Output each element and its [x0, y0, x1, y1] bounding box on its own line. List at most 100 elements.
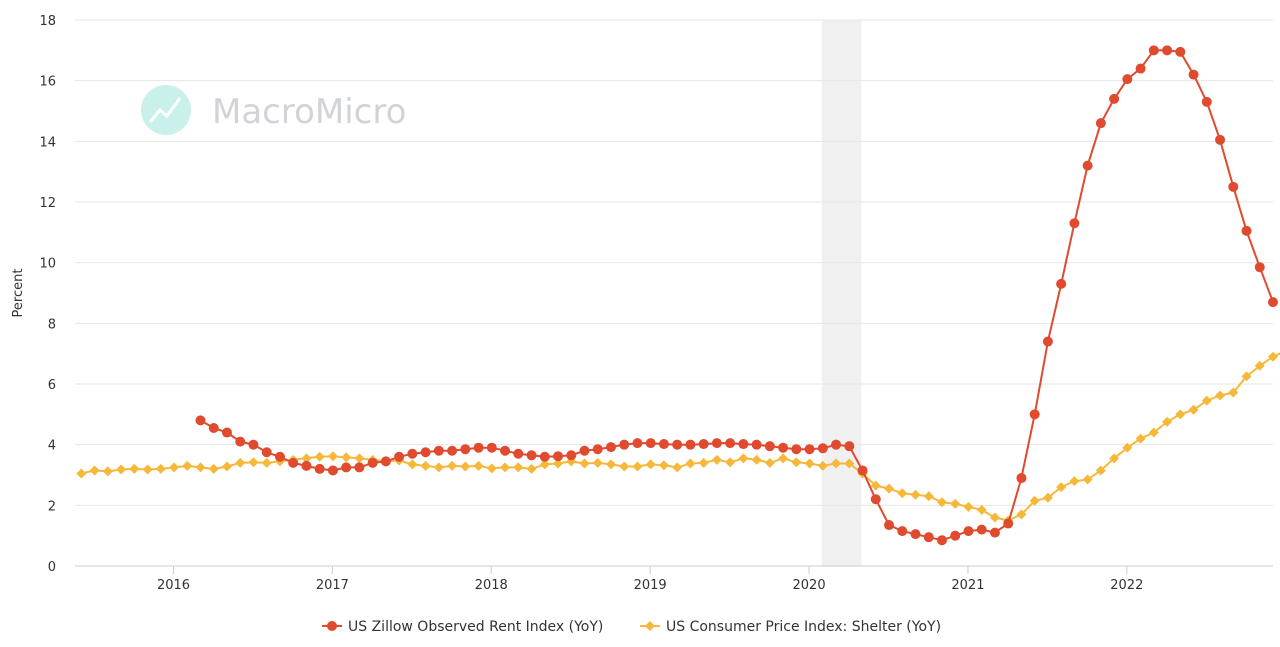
data-point	[1175, 46, 1186, 57]
data-point	[897, 526, 908, 537]
data-point	[314, 451, 325, 462]
y-tick-label: 2	[48, 499, 56, 514]
gridlines	[75, 19, 1273, 506]
data-point	[1082, 160, 1093, 171]
y-tick-label: 14	[39, 135, 56, 150]
data-point	[208, 463, 219, 474]
data-point	[950, 530, 961, 541]
data-point	[831, 458, 842, 469]
data-point	[433, 462, 444, 473]
data-point	[817, 460, 828, 471]
data-point	[711, 454, 722, 465]
data-point	[1042, 336, 1053, 347]
data-point	[831, 439, 842, 450]
data-point	[1042, 492, 1053, 503]
data-point	[751, 454, 762, 465]
data-point	[407, 448, 418, 459]
data-point	[553, 451, 564, 462]
data-point	[341, 452, 352, 463]
data-point	[1268, 351, 1278, 362]
data-point	[433, 445, 444, 456]
data-point	[976, 504, 987, 515]
data-point	[420, 447, 431, 458]
data-point	[884, 483, 895, 494]
watermark-logo-icon	[141, 85, 191, 135]
data-point	[963, 501, 974, 512]
data-point	[341, 462, 352, 473]
data-point	[1254, 360, 1265, 371]
data-point	[420, 460, 431, 471]
data-point	[486, 463, 497, 474]
x-tick-label: 2021	[951, 578, 984, 593]
data-point	[116, 464, 127, 475]
data-point	[513, 448, 524, 459]
data-point	[672, 439, 683, 450]
data-point	[327, 451, 338, 462]
data-point	[1109, 93, 1120, 104]
data-point	[261, 457, 272, 468]
data-point	[539, 451, 550, 462]
data-point	[235, 436, 246, 447]
data-point	[354, 462, 365, 473]
data-point	[1029, 495, 1040, 506]
data-point	[1109, 453, 1120, 464]
data-point	[764, 441, 775, 452]
data-point	[486, 442, 497, 453]
data-point	[989, 512, 1000, 523]
legend-marker-icon	[645, 621, 655, 631]
data-point	[804, 458, 815, 469]
data-point	[658, 439, 669, 450]
data-point	[222, 427, 233, 438]
data-point	[1175, 409, 1186, 420]
data-point	[301, 453, 312, 464]
legend-item-shelter[interactable]: US Consumer Price Index: Shelter (YoY)	[640, 619, 941, 635]
data-point	[1056, 482, 1067, 493]
data-point	[764, 457, 775, 468]
data-point	[142, 464, 153, 475]
data-point	[1215, 134, 1226, 145]
data-point	[460, 444, 471, 455]
data-point	[248, 457, 259, 468]
data-point	[738, 453, 749, 464]
data-point	[632, 461, 643, 472]
data-point	[500, 462, 511, 473]
data-point	[1016, 473, 1027, 484]
legend-label: US Consumer Price Index: Shelter (YoY)	[666, 619, 941, 635]
data-point	[791, 457, 802, 468]
data-point	[1069, 476, 1080, 487]
data-point	[394, 451, 405, 462]
data-point	[910, 529, 921, 540]
legend-marker-icon	[327, 621, 337, 631]
data-point	[1095, 465, 1106, 476]
y-tick-label: 8	[48, 317, 56, 332]
data-point	[976, 524, 987, 535]
data-point	[844, 458, 855, 469]
data-point	[1201, 395, 1212, 406]
data-point	[592, 457, 603, 468]
data-point	[1241, 371, 1252, 382]
data-point	[553, 458, 564, 469]
data-point	[963, 526, 974, 537]
data-point	[89, 465, 100, 476]
data-point	[566, 450, 577, 461]
data-point	[208, 422, 219, 433]
data-point	[605, 442, 616, 453]
data-point	[778, 453, 789, 464]
legend-label: US Zillow Observed Rent Index (YoY)	[348, 619, 603, 635]
data-point	[870, 494, 881, 505]
data-point	[248, 439, 259, 450]
y-axis-ticks: 0 2 4 6 8 10 12 14 16 18	[39, 14, 56, 575]
data-point	[301, 460, 312, 471]
x-tick-label: 2017	[316, 578, 349, 593]
data-point	[685, 458, 696, 469]
data-point	[500, 445, 511, 456]
data-point	[936, 497, 947, 508]
data-point	[1135, 63, 1146, 74]
data-point	[632, 438, 643, 449]
data-point	[1201, 96, 1212, 107]
legend-item-rent[interactable]: US Zillow Observed Rent Index (YoY)	[322, 619, 603, 635]
data-point	[751, 439, 762, 450]
data-point	[513, 462, 524, 473]
data-point	[473, 442, 484, 453]
